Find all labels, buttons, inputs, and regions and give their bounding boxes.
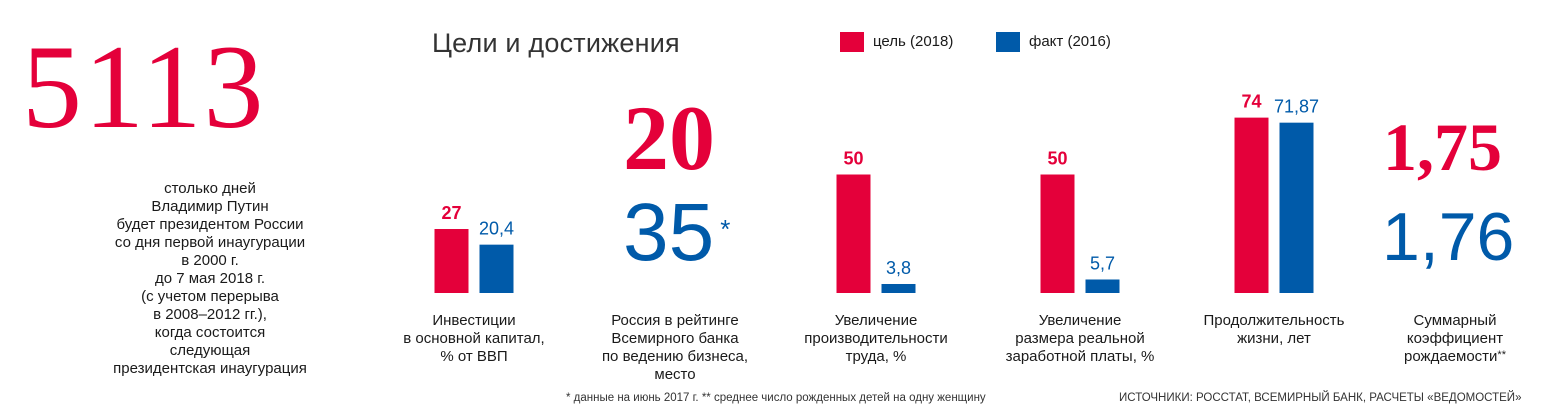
category-label: Увеличение размера реальной заработной пла…	[980, 312, 1180, 366]
bar-actual	[881, 283, 916, 293]
value-label-actual: 20,4	[479, 219, 514, 239]
category-label-line: по ведению бизнеса,	[601, 348, 749, 365]
value-label-target: 50	[843, 149, 863, 169]
category-label-line: место	[654, 366, 696, 383]
category-label-line: производительности	[804, 330, 948, 347]
chart-title: Цели и достижения	[432, 28, 680, 58]
category-label: Продолжительность жизни, лет	[1174, 312, 1374, 348]
category-label: Увеличение производительности труда, %	[776, 312, 976, 366]
category-label-line: труда, %	[845, 348, 907, 365]
category-label: Россия в рейтинге Всемирного банка по веде…	[575, 312, 775, 384]
value-label-actual: 71,87	[1274, 97, 1319, 117]
category-label-line: % от ВВП	[440, 348, 508, 365]
legend-swatch-target	[840, 32, 864, 52]
category-label-line: коэффициент	[1406, 330, 1504, 347]
sources-note: ИСТОЧНИКИ: РОССТАТ, ВСЕМИРНЫЙ БАНК, РАСЧ…	[1119, 392, 1522, 404]
headline-caption: столько дней Владимир Путин будет презид…	[60, 180, 360, 378]
category-label-line: жизни, лет	[1237, 330, 1311, 347]
value-label-target: 74	[1241, 92, 1261, 112]
legend-label-target: цель (2018)	[873, 33, 954, 50]
bar-target	[434, 229, 469, 293]
bar-target	[836, 174, 871, 293]
category-label: Инвестиции в основной капитал,% от ВВП	[374, 312, 574, 366]
caption-line: будет президентом России	[116, 216, 304, 233]
category-label-line: размера реальной	[1015, 330, 1145, 347]
category-label-line: Инвестиции	[432, 312, 516, 329]
caption-line: Владимир Путин	[151, 198, 269, 215]
category-label-line: заработной платы, %	[1005, 348, 1155, 365]
value-label-target: 27	[441, 203, 461, 223]
caption-line: до 7 мая 2018 г.	[154, 270, 266, 287]
caption-line: со дня первой инаугурации	[114, 234, 306, 251]
caption-line: (с учетом перерыва	[141, 288, 279, 305]
value-label-actual: 5,7	[1090, 253, 1115, 273]
bar-actual	[1279, 122, 1314, 294]
category-label-line: Увеличение	[1038, 312, 1122, 329]
category-label: Суммарный коэффициент рождаемости**	[1355, 312, 1550, 366]
footnote: * данные на июнь 2017 г. ** среднее числ…	[566, 392, 986, 404]
legend-label-actual: факт (2016)	[1029, 33, 1111, 50]
legend-swatch-actual	[996, 32, 1020, 52]
caption-line: следующая	[169, 342, 251, 359]
value-label-actual: 35 *	[623, 187, 731, 278]
value-label-target: 1,75	[1383, 109, 1502, 185]
value-label-target: 50	[1047, 149, 1067, 169]
footnote-mark: *	[720, 214, 731, 244]
caption-line: когда состоится	[154, 324, 266, 341]
caption-line: в 2008–2012 гг.),	[153, 306, 267, 323]
bar-actual	[479, 244, 514, 293]
legend-entry-target: цель (2018)	[840, 32, 953, 52]
value-label-actual: 1,76	[1382, 199, 1515, 275]
category-label-line: Продолжительность	[1203, 312, 1345, 329]
category-label-line: в основной капитал,	[403, 330, 545, 347]
caption-line: в 2000 г.	[181, 252, 239, 269]
bar-target	[1040, 174, 1075, 293]
footnote-mark: **	[1497, 349, 1506, 361]
bar-actual	[1085, 279, 1120, 293]
caption-line: столько дней	[164, 180, 256, 197]
value-label-actual: 3,8	[886, 258, 911, 278]
legend-entry-actual: факт (2016)	[996, 32, 1111, 52]
category-label-line: Всемирного банка	[611, 330, 739, 347]
caption-line: президентская инаугурация	[113, 360, 307, 377]
category-label-line: рождаемости**	[1404, 348, 1506, 365]
category-label-line: Увеличение	[834, 312, 918, 329]
value-label-target: 20	[623, 87, 715, 189]
category-label-line: Суммарный	[1413, 312, 1497, 329]
bar-target	[1234, 117, 1269, 294]
category-label-line: Россия в рейтинге	[611, 312, 739, 329]
headline-number: 5113	[22, 20, 266, 153]
